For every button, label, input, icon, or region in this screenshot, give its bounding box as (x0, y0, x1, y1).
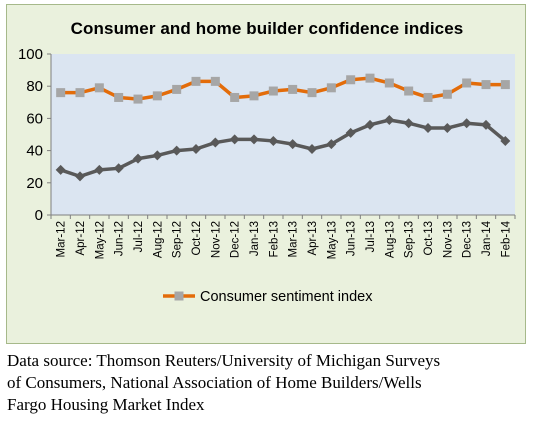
y-tick-label: 100 (18, 46, 43, 63)
data-point (268, 135, 279, 146)
chart-title: Consumer and home builder confidence ind… (70, 19, 464, 38)
data-point (152, 150, 163, 161)
data-point (94, 164, 105, 175)
x-tick-label: Apr-13 (307, 221, 319, 256)
x-tick-label: Sep-12 (172, 221, 184, 258)
data-point (133, 153, 143, 164)
x-tick-label: Feb-14 (500, 220, 512, 257)
x-tick-label: May-13 (326, 221, 338, 259)
caption-line: of Consumers, National Association of Ho… (7, 373, 422, 392)
data-point (326, 83, 336, 93)
legend-label: Consumer sentiment index (200, 289, 373, 305)
data-point (210, 76, 220, 86)
data-point (210, 137, 221, 148)
x-tick-label: Mar-12 (56, 221, 68, 257)
data-source-caption: Data source: Thomson Reuters/University … (7, 350, 527, 416)
data-point (94, 83, 104, 93)
data-point (287, 139, 298, 150)
x-tick-label: Oct-13 (423, 221, 435, 256)
chart-svg: 0 20 40 60 80 100 Mar-12 Apr-12 May-12 Jun-12 Jul-… (18, 46, 516, 305)
x-tick-label: Aug-13 (384, 221, 396, 258)
data-point (230, 92, 240, 102)
data-point (55, 164, 66, 175)
x-tick-label: Jul-13 (365, 221, 377, 252)
data-point (442, 89, 452, 99)
data-point (345, 127, 356, 138)
data-point (268, 86, 278, 96)
data-point (404, 86, 414, 96)
x-tick-label: Nov-12 (210, 221, 222, 258)
y-tick-label: 40 (26, 143, 43, 160)
x-tick-label: Nov-13 (442, 221, 454, 258)
data-point (307, 143, 317, 154)
x-tick-label: Jan-13 (249, 221, 261, 256)
x-tick-label: Apr-12 (75, 221, 87, 256)
data-point (346, 75, 356, 85)
data-point (133, 94, 143, 104)
y-tick-label: 20 (26, 175, 43, 192)
y-tick-label: 0 (35, 207, 43, 224)
data-point (172, 84, 182, 94)
data-point (365, 119, 375, 130)
data-point (442, 123, 453, 134)
x-tick-label: Mar-13 (288, 221, 300, 257)
legend-marker (174, 291, 184, 301)
plot-area (51, 54, 515, 215)
y-tick-label: 80 (26, 78, 43, 95)
data-point (249, 91, 259, 101)
data-point (75, 171, 85, 182)
data-point (171, 145, 182, 156)
x-tick-label: Jun-13 (346, 221, 358, 256)
y-tick-label: 60 (26, 110, 43, 127)
x-tick-label: Sep-13 (404, 221, 416, 258)
data-point (462, 78, 472, 88)
data-point (481, 119, 491, 130)
data-point (481, 80, 491, 90)
data-point (365, 73, 375, 83)
x-tick-label: Oct-12 (191, 221, 203, 256)
data-point (500, 135, 511, 146)
data-point (152, 91, 162, 101)
data-point (75, 88, 85, 98)
x-tick-label: Jul-12 (133, 221, 145, 252)
x-tick-label: Dec-13 (462, 221, 474, 258)
data-point (191, 143, 201, 154)
data-point (56, 88, 66, 98)
x-tick-label: May-12 (94, 221, 106, 259)
data-point (423, 92, 433, 102)
data-point (461, 118, 472, 129)
data-point (191, 76, 201, 86)
data-point (307, 88, 317, 98)
data-point (403, 118, 414, 129)
caption-line: Data source: Thomson Reuters/University … (7, 351, 441, 370)
x-tick-label: Feb-13 (268, 221, 280, 257)
data-point (500, 80, 510, 90)
data-point (288, 84, 298, 94)
data-point (384, 78, 394, 88)
data-point (326, 139, 337, 150)
data-point (384, 115, 395, 126)
chart-container: Consumer and home builder confidence ind… (6, 4, 526, 344)
x-tick-label: Jun-12 (114, 221, 126, 256)
x-tick-label: Aug-12 (152, 221, 164, 258)
x-tick-label: Dec-12 (230, 221, 242, 258)
data-point (423, 123, 433, 134)
data-point (249, 134, 259, 145)
data-point (113, 163, 124, 174)
x-tick-label: Jan-14 (481, 220, 493, 256)
data-point (114, 92, 124, 102)
caption-line: Fargo Housing Market Index (7, 395, 205, 414)
data-point (229, 134, 240, 145)
